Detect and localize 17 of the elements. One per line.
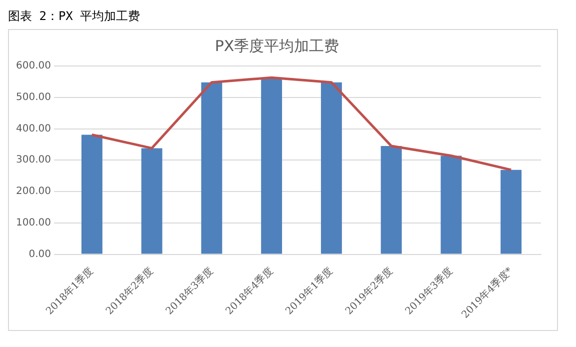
bar xyxy=(81,134,102,254)
bar xyxy=(261,78,282,254)
y-tick-label: 200.00 xyxy=(16,186,51,198)
bar xyxy=(320,82,342,254)
chart-subtitle: PX季度平均加工费 xyxy=(214,36,340,55)
y-tick-label: 500.00 xyxy=(16,92,51,103)
y-tick-label: 0.00 xyxy=(28,248,51,260)
bar xyxy=(201,82,222,254)
y-tick-label: 600.00 xyxy=(16,60,51,72)
bar xyxy=(500,170,522,254)
y-tick-label: 400.00 xyxy=(16,123,51,134)
y-tick-label: 100.00 xyxy=(16,217,51,228)
bar xyxy=(440,156,462,254)
bar xyxy=(141,148,162,254)
bar xyxy=(380,146,402,254)
y-tick-label: 300.00 xyxy=(16,154,51,166)
chart-title: 图表 2：PX 平均加工费 xyxy=(8,8,142,25)
